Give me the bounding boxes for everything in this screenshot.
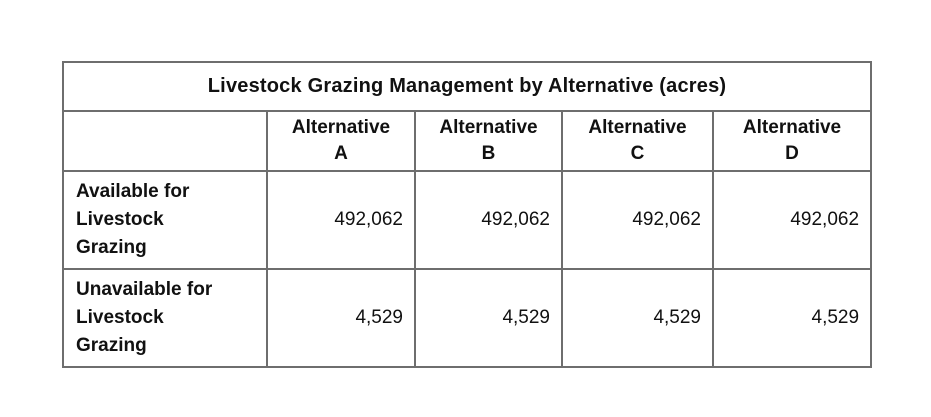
column-header-label: Alternative xyxy=(588,117,687,138)
value-unavailable-alt-b: 4,529 xyxy=(414,268,563,368)
row-label-unavailable: Unavailable for Livestock Grazing xyxy=(62,268,268,368)
column-header-label: Alternative xyxy=(291,117,391,138)
value-unavailable-alt-c: 4,529 xyxy=(561,268,714,368)
value-available-alt-c: 492,062 xyxy=(561,170,714,270)
table-row-available: Available for Livestock Grazing 492,062 … xyxy=(62,170,873,270)
column-header-letter: D xyxy=(785,143,799,164)
column-header-letter: A xyxy=(334,143,348,164)
corner-empty-cell xyxy=(62,110,268,172)
column-header-alternative-c: Alternative C xyxy=(561,110,714,172)
column-header-letter: B xyxy=(481,143,496,164)
table-row-unavailable: Unavailable for Livestock Grazing 4,529 … xyxy=(62,268,873,368)
value-unavailable-alt-a: 4,529 xyxy=(266,268,416,368)
column-header-alternative-d: Alternative D xyxy=(711,110,873,172)
column-header-label: Alternative xyxy=(742,117,842,138)
column-header-alternative-a: Alternative A xyxy=(266,110,416,172)
table-title-row: Livestock Grazing Management by Alternat… xyxy=(61,61,873,112)
table-title: Livestock Grazing Management by Alternat… xyxy=(61,61,873,112)
value-unavailable-alt-d: 4,529 xyxy=(711,268,873,368)
column-header-alternative-b: Alternative B xyxy=(414,110,563,172)
column-header-label: Alternative xyxy=(439,117,538,138)
row-label-available: Available for Livestock Grazing xyxy=(62,170,268,270)
livestock-grazing-table: Livestock Grazing Management by Alternat… xyxy=(61,61,873,368)
value-available-alt-d: 492,062 xyxy=(711,170,873,270)
column-header-letter: C xyxy=(630,143,645,164)
value-available-alt-a: 492,062 xyxy=(266,170,416,270)
table-header-row: Alternative A Alternative B Alternative … xyxy=(62,110,873,172)
value-available-alt-b: 492,062 xyxy=(414,170,563,270)
